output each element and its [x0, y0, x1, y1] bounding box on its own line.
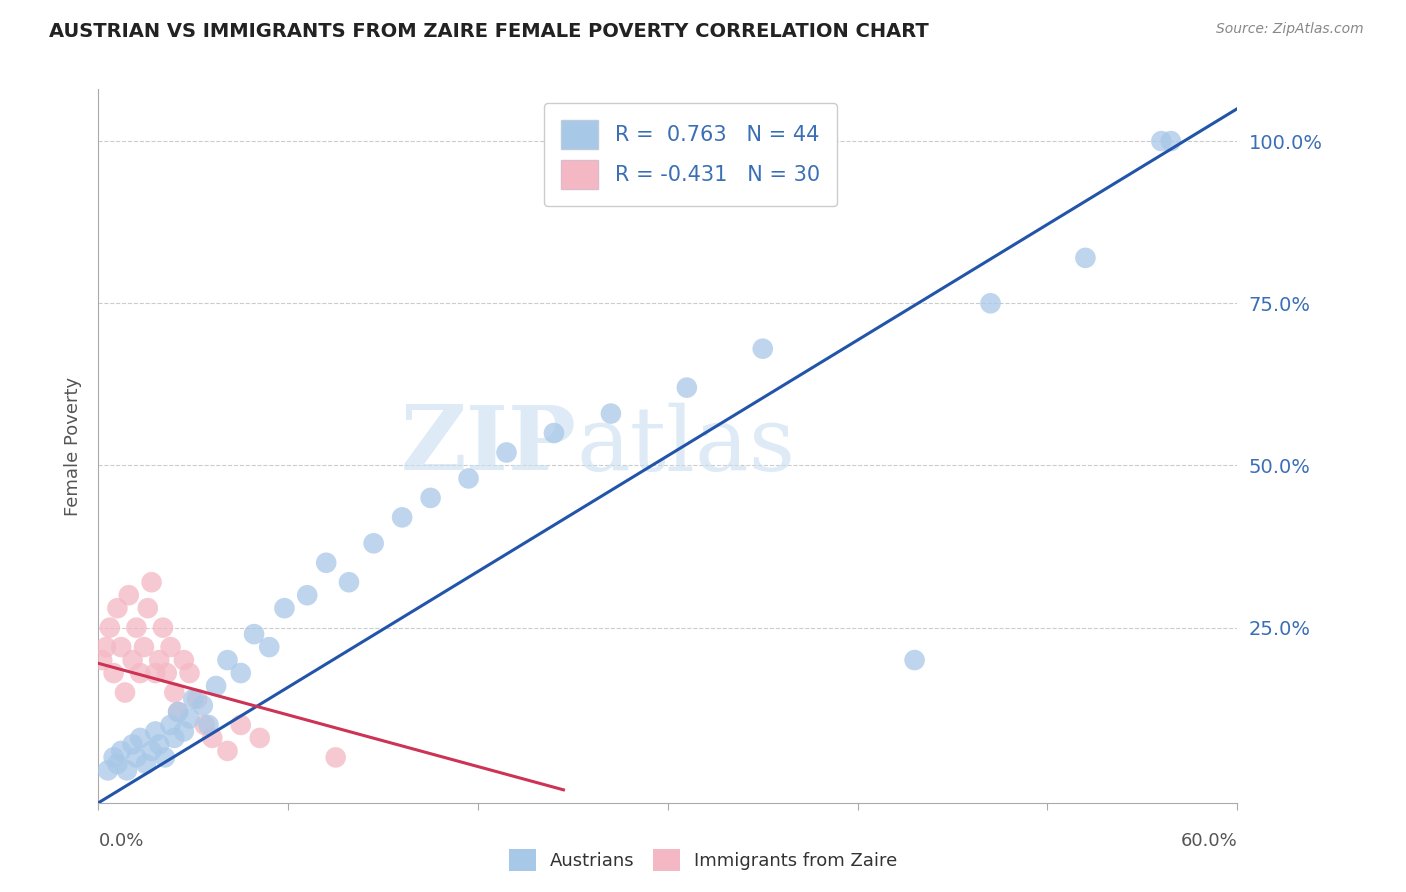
Point	[97, 764, 120, 778]
Point	[135, 756, 157, 771]
Point	[94, 640, 117, 654]
Text: 60.0%: 60.0%	[1181, 831, 1237, 849]
Point	[419, 491, 441, 505]
Point	[163, 685, 186, 699]
Point	[543, 425, 565, 440]
Point	[152, 621, 174, 635]
Point	[676, 381, 699, 395]
Point	[186, 692, 208, 706]
Point	[179, 711, 201, 725]
Point	[107, 601, 129, 615]
Point	[315, 556, 337, 570]
Text: 0.0%: 0.0%	[98, 831, 143, 849]
Point	[273, 601, 295, 615]
Point	[243, 627, 266, 641]
Point	[173, 653, 195, 667]
Point	[98, 621, 121, 635]
Point	[752, 342, 775, 356]
Point	[121, 738, 143, 752]
Point	[153, 750, 176, 764]
Point	[194, 718, 217, 732]
Point	[229, 666, 252, 681]
Point	[159, 640, 181, 654]
Point	[495, 445, 517, 459]
Point	[249, 731, 271, 745]
Point	[183, 692, 205, 706]
Point	[337, 575, 360, 590]
Point	[115, 764, 138, 778]
Point	[136, 601, 159, 615]
Point	[145, 724, 167, 739]
Point	[91, 653, 114, 667]
Point	[297, 588, 319, 602]
Point	[118, 588, 141, 602]
Point	[132, 640, 155, 654]
Point	[173, 724, 195, 739]
Point	[125, 750, 148, 764]
Point	[110, 640, 132, 654]
Point	[167, 705, 190, 719]
Point	[259, 640, 281, 654]
Point	[141, 744, 163, 758]
Point	[159, 718, 181, 732]
Text: ZIP: ZIP	[401, 402, 576, 490]
Y-axis label: Female Poverty: Female Poverty	[63, 376, 82, 516]
Point	[110, 744, 132, 758]
Legend: Austrians, Immigrants from Zaire: Austrians, Immigrants from Zaire	[502, 842, 904, 879]
Point	[129, 666, 152, 681]
Point	[163, 731, 186, 745]
Point	[205, 679, 228, 693]
Point	[141, 575, 163, 590]
Point	[148, 653, 170, 667]
Point	[156, 666, 179, 681]
Point	[148, 738, 170, 752]
Point	[129, 731, 152, 745]
Point	[217, 744, 239, 758]
Point	[191, 698, 214, 713]
Point	[145, 666, 167, 681]
Point	[103, 750, 125, 764]
Text: Source: ZipAtlas.com: Source: ZipAtlas.com	[1216, 22, 1364, 37]
Point	[979, 296, 1001, 310]
Point	[125, 621, 148, 635]
Point	[103, 666, 125, 681]
Point	[179, 666, 201, 681]
Point	[201, 731, 224, 745]
Point	[217, 653, 239, 667]
Legend: R =  0.763   N = 44, R = -0.431   N = 30: R = 0.763 N = 44, R = -0.431 N = 30	[544, 103, 837, 206]
Point	[325, 750, 347, 764]
Point	[1074, 251, 1097, 265]
Point	[391, 510, 413, 524]
Point	[197, 718, 219, 732]
Point	[363, 536, 385, 550]
Point	[167, 705, 190, 719]
Point	[114, 685, 136, 699]
Point	[600, 407, 623, 421]
Point	[1160, 134, 1182, 148]
Point	[457, 471, 479, 485]
Text: AUSTRIAN VS IMMIGRANTS FROM ZAIRE FEMALE POVERTY CORRELATION CHART: AUSTRIAN VS IMMIGRANTS FROM ZAIRE FEMALE…	[49, 22, 929, 41]
Text: atlas: atlas	[576, 402, 796, 490]
Point	[121, 653, 143, 667]
Point	[904, 653, 927, 667]
Point	[107, 756, 129, 771]
Point	[1150, 134, 1173, 148]
Point	[229, 718, 252, 732]
